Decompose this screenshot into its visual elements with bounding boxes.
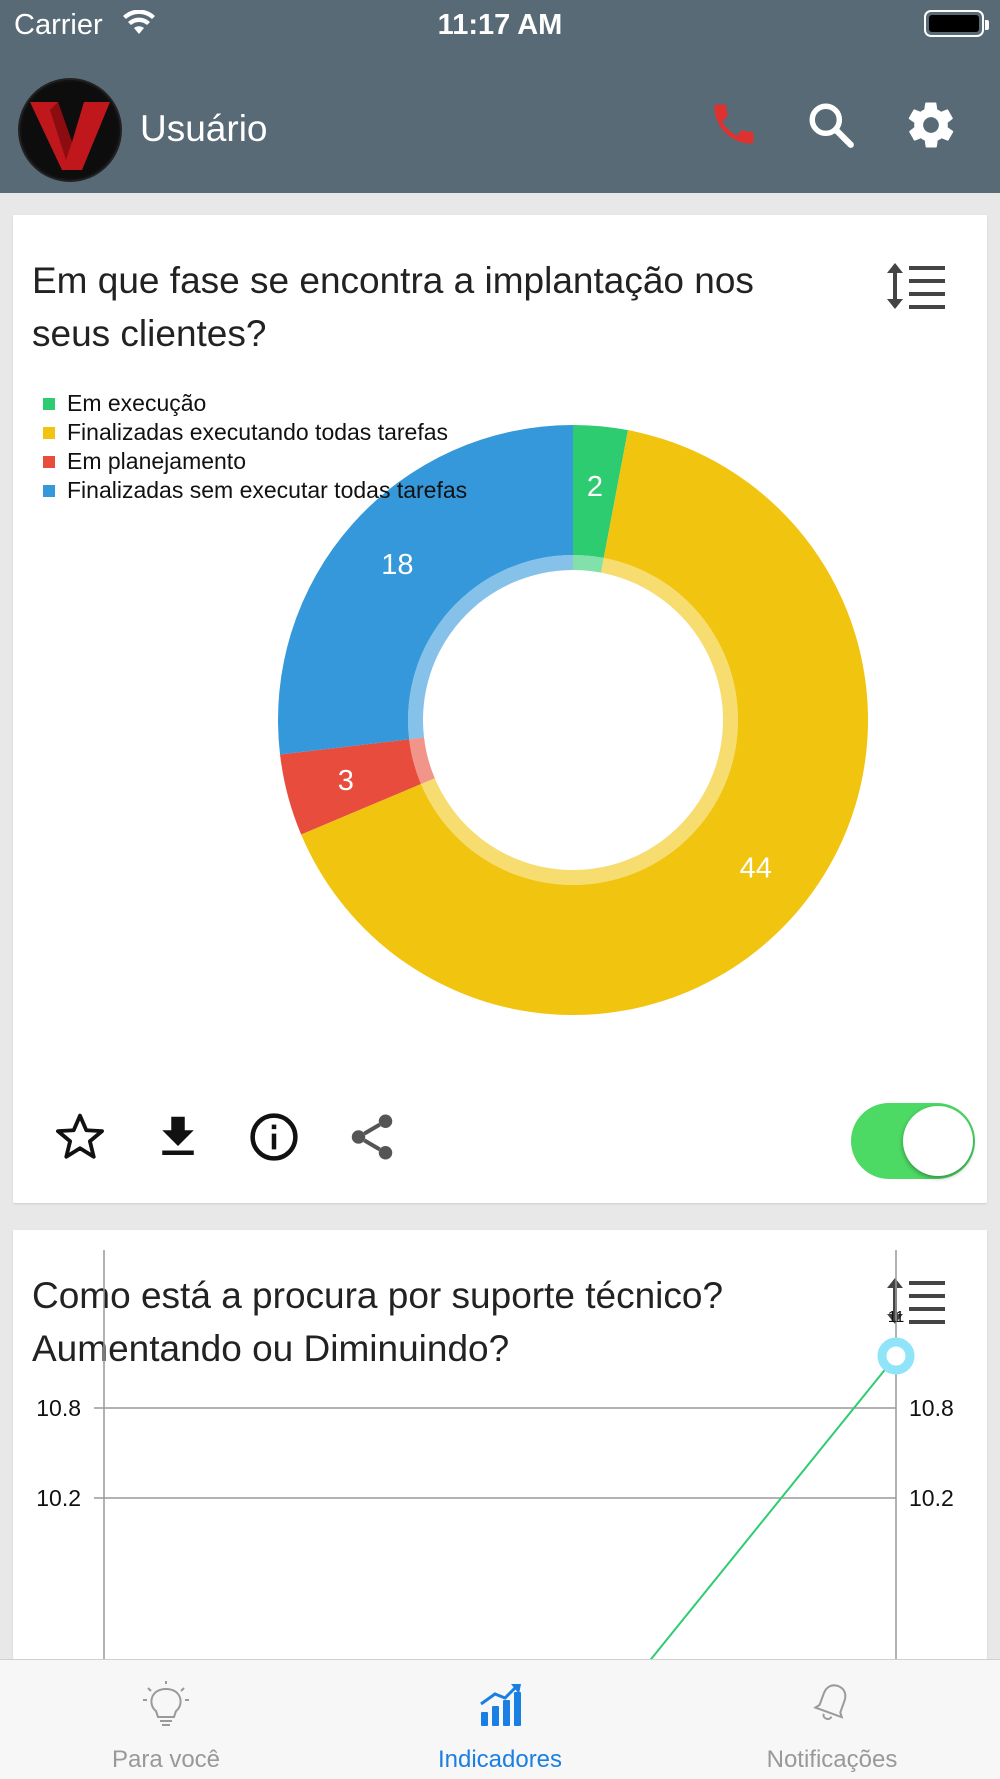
donut-slice[interactable]: [573, 425, 629, 558]
tab-label: Indicadores: [437, 1746, 563, 1773]
legend-label: Em execução: [67, 390, 207, 416]
indicator-card-implantation: Em que fase se encontra a implantação no…: [13, 215, 987, 1203]
y-tick-label-left: 10.8: [36, 1395, 81, 1421]
y-tick-label-right: 10.8: [909, 1395, 954, 1421]
app-header: Carrier 11:17 AM Usuário: [0, 0, 1000, 193]
chart-legend: Em execução Finalizadas executando todas …: [43, 389, 467, 505]
battery-icon: [924, 10, 989, 37]
legend-item: Em execução: [43, 389, 467, 418]
slice-value-label: 44: [740, 853, 772, 885]
gear-icon[interactable]: [904, 98, 958, 152]
search-icon[interactable]: [806, 100, 856, 150]
legend-label: Em planejamento: [67, 448, 246, 474]
slice-value-label: 18: [381, 549, 413, 581]
slice-value-label: 2: [587, 471, 603, 503]
star-icon[interactable]: [53, 1110, 107, 1164]
bell-icon: [813, 1684, 847, 1721]
logo-icon: [22, 82, 118, 178]
legend-label: Finalizadas sem executar todas tarefas: [67, 477, 468, 503]
sort-icon[interactable]: [885, 1276, 947, 1326]
legend-item: Finalizadas sem executar todas tarefas: [43, 476, 467, 505]
clock: 11:17 AM: [437, 9, 563, 41]
legend-item: Em planejamento: [43, 447, 467, 476]
card-actions: [13, 1110, 987, 1180]
donut-slice-inner-ring: [408, 555, 573, 740]
legend-label: Finalizadas executando todas tarefas: [67, 419, 449, 445]
legend-swatch: [43, 426, 55, 439]
donut-slice[interactable]: [278, 425, 573, 755]
card-title: Em que fase se encontra a implantação no…: [32, 260, 754, 354]
chart-visibility-toggle[interactable]: [851, 1103, 975, 1179]
donut-slice[interactable]: [280, 739, 421, 835]
card-title: Como está a procura por suporte técnico?…: [32, 1275, 724, 1369]
avatar[interactable]: [20, 80, 120, 180]
tab-para-voce[interactable]: Para você: [36, 1660, 296, 1779]
bar-chart-icon: [480, 1684, 521, 1726]
tab-indicadores[interactable]: Indicadores: [370, 1660, 630, 1779]
data-point-label: 11: [888, 1309, 905, 1326]
donut-slice[interactable]: [301, 430, 868, 1015]
y-tick-label-right: 10.2: [909, 1485, 954, 1511]
y-tick-label-left: 10.2: [36, 1485, 81, 1511]
legend-swatch: [43, 455, 55, 468]
tab-label: Notificações: [766, 1746, 898, 1773]
carrier-label: Carrier: [14, 9, 103, 41]
toggle-knob: [903, 1106, 973, 1176]
info-icon[interactable]: [247, 1110, 301, 1164]
donut-slice-inner-ring: [409, 737, 435, 785]
legend-item: Finalizadas executando todas tarefas: [43, 418, 467, 447]
sort-icon[interactable]: [885, 261, 947, 311]
legend-swatch: [43, 484, 55, 497]
status-bar: Carrier 11:17 AM: [0, 0, 1000, 50]
share-icon[interactable]: [345, 1110, 399, 1164]
download-icon[interactable]: [151, 1110, 205, 1164]
phone-icon[interactable]: [708, 98, 760, 150]
slice-value-label: 3: [338, 765, 354, 797]
tab-label: Para você: [111, 1746, 221, 1773]
donut-slice-inner-ring: [573, 555, 604, 573]
data-point[interactable]: [877, 1337, 915, 1375]
username-label: Usuário: [140, 108, 268, 149]
legend-swatch: [43, 397, 55, 410]
donut-chart: 2 44 3 18: [278, 425, 868, 1015]
wifi-icon: [123, 10, 155, 34]
bottom-tab-bar: Para você Indicadores Notificações: [0, 1659, 1000, 1779]
tab-notificacoes[interactable]: Notificações: [702, 1660, 962, 1779]
lightbulb-icon: [143, 1681, 189, 1726]
